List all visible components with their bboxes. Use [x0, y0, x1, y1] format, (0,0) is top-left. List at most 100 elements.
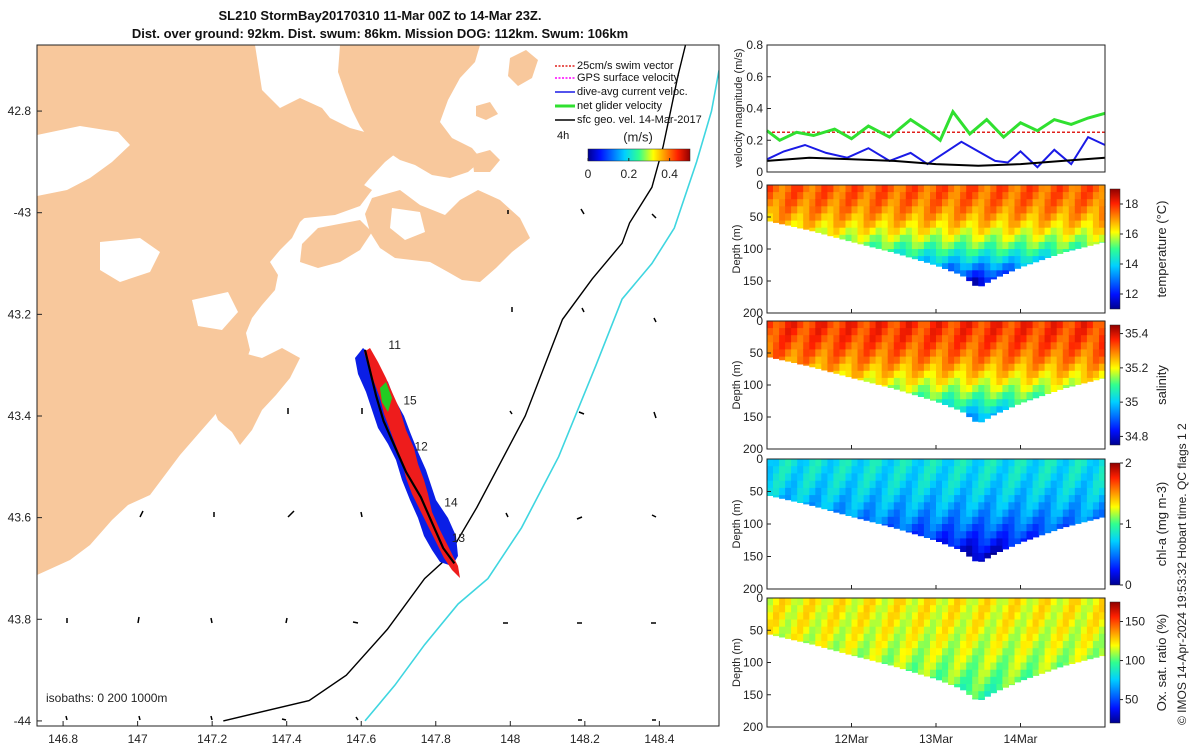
- section-cell: [930, 531, 937, 539]
- section-cell: [785, 185, 792, 193]
- section-cell: [948, 399, 955, 407]
- section-cell: [984, 342, 991, 350]
- section-cell: [773, 473, 780, 482]
- section-cell: [827, 648, 834, 650]
- section-cell: [791, 605, 798, 613]
- section-cell: [911, 185, 919, 193]
- section-cell: [821, 356, 828, 365]
- section-cell: [917, 633, 925, 642]
- section-cell: [827, 206, 834, 214]
- section-cell: [797, 626, 804, 635]
- section-cell: [797, 641, 804, 642]
- section-cell: [923, 328, 931, 336]
- section-cell: [1062, 633, 1070, 642]
- section-cell: [923, 234, 931, 243]
- section-cell: [1086, 641, 1094, 649]
- arrow: [287, 510, 295, 518]
- section-cell: [942, 349, 949, 358]
- section-cell: [839, 598, 846, 606]
- section-cell: [984, 241, 991, 250]
- section-cell: [893, 227, 901, 236]
- section-cell: [954, 249, 961, 257]
- section-cell: [1032, 385, 1040, 393]
- section-cell: [1020, 633, 1028, 642]
- section-cell: [1032, 185, 1040, 193]
- section-cell: [851, 655, 859, 657]
- section-cell: [936, 619, 943, 628]
- section-cell: [930, 662, 937, 671]
- section-cell: [948, 531, 955, 539]
- section-cell: [972, 466, 979, 474]
- section-cell: [1074, 633, 1082, 642]
- section-cell: [966, 626, 973, 635]
- section-cell: [1008, 487, 1015, 496]
- section-cell: [996, 466, 1003, 474]
- section-cell: [833, 220, 840, 229]
- section-cell: [1044, 612, 1052, 621]
- section-cell: [1068, 655, 1076, 664]
- section-cell: [1002, 619, 1009, 628]
- section-cell: [911, 459, 919, 467]
- section-cell: [1032, 256, 1040, 263]
- section-cell: [881, 648, 889, 656]
- section-cell: [1008, 605, 1015, 613]
- section-cell: [990, 466, 997, 474]
- section-cell: [1080, 473, 1088, 482]
- section-cell: [996, 185, 1003, 193]
- section-cell: [990, 256, 997, 264]
- section-cell: [966, 199, 973, 207]
- section-cell: [923, 662, 931, 671]
- section-cell: [936, 256, 943, 264]
- section-cell: [851, 605, 859, 613]
- section-cell: [803, 473, 810, 482]
- section-cell: [845, 342, 853, 350]
- section-cell: [1020, 249, 1028, 257]
- section-cell: [911, 385, 919, 393]
- section-cell: [1068, 633, 1076, 642]
- section-cell: [1074, 321, 1082, 329]
- section-cell: [917, 655, 925, 664]
- section-cell: [954, 495, 961, 503]
- section-cell: [803, 641, 810, 644]
- section-cell: [996, 370, 1003, 379]
- section-cell: [887, 349, 895, 358]
- section-cell: [863, 377, 871, 382]
- section-cell: [899, 473, 907, 482]
- section-cell: [1099, 480, 1106, 489]
- section-cell: [1062, 213, 1070, 222]
- section-cell: [984, 648, 991, 656]
- section-cell: [990, 655, 997, 664]
- section-cell: [893, 662, 901, 668]
- section-cell: [1056, 192, 1064, 200]
- section-cell: [954, 356, 961, 365]
- section-cell: [839, 192, 846, 200]
- section-cell: [797, 598, 804, 606]
- section-cell: [1056, 342, 1064, 350]
- section-cell: [923, 241, 931, 250]
- section-cell: [875, 509, 883, 518]
- section-cell: [785, 626, 792, 635]
- section-cell: [1068, 342, 1076, 350]
- section-cell: [779, 185, 786, 193]
- section-cell: [960, 538, 967, 547]
- section-cell: [1014, 249, 1022, 257]
- section-cell: [785, 619, 792, 628]
- section-cell: [960, 335, 967, 343]
- section-cell: [960, 509, 967, 518]
- section-cell: [984, 545, 991, 554]
- section-cell: [833, 473, 840, 482]
- section-cell: [1099, 466, 1106, 474]
- section-cell: [954, 349, 961, 358]
- section-cell: [1050, 473, 1058, 482]
- section-cell: [1068, 598, 1076, 606]
- section-cell: [1026, 509, 1034, 518]
- section-cell: [1032, 612, 1040, 621]
- section-cell: [893, 328, 901, 336]
- section-cell: [863, 641, 871, 649]
- section-cell: [936, 249, 943, 257]
- section-cell: [1020, 335, 1028, 343]
- section-cell: [930, 256, 937, 264]
- section-cell: [893, 185, 901, 193]
- section-cell: [923, 480, 931, 489]
- section-cell: [785, 206, 792, 214]
